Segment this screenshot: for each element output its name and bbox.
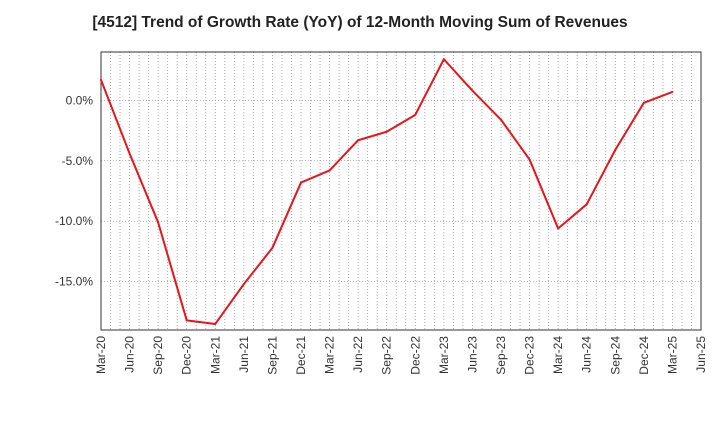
data-point: [157, 221, 160, 224]
data-point: [500, 118, 502, 121]
data-point: [242, 283, 245, 286]
x-tick-label: Mar-20: [94, 336, 108, 374]
y-tick-label: -10.0%: [55, 214, 93, 228]
x-tick-label: Mar-23: [437, 336, 451, 374]
chart-title: [4512] Trend of Growth Rate (YoY) of 12-…: [92, 14, 628, 31]
x-tick-label: Sep-23: [494, 336, 508, 375]
data-point: [471, 89, 474, 92]
y-tick-label: 0.0%: [66, 93, 94, 107]
data-point: [271, 246, 274, 249]
x-tick-label: Mar-21: [208, 336, 222, 374]
data-point: [557, 227, 560, 230]
y-tick-label: -5.0%: [62, 154, 94, 168]
data-point: [642, 101, 645, 104]
data-point: [328, 169, 331, 172]
data-point: [414, 113, 417, 116]
x-tick-label: Jun-24: [580, 336, 594, 373]
x-tick-label: Jun-23: [465, 336, 479, 373]
x-tick-label: Dec-23: [523, 336, 537, 375]
data-point: [357, 139, 360, 142]
data-point: [442, 58, 445, 61]
data-point: [128, 152, 131, 155]
x-tick-label: Jun-22: [351, 336, 365, 373]
x-tick-label: Jun-21: [237, 336, 251, 373]
x-tick-label: Sep-22: [380, 336, 394, 375]
data-point: [585, 203, 588, 206]
x-tick-label: Sep-21: [265, 336, 279, 375]
plot-frame: [100, 51, 702, 331]
x-tick-label: Dec-21: [294, 336, 308, 375]
data-point: [671, 90, 674, 93]
data-point: [385, 130, 388, 133]
plot-area: [101, 52, 701, 330]
x-tick-label: Dec-22: [408, 336, 422, 375]
x-tick-label: Sep-20: [151, 336, 165, 375]
data-point: [185, 319, 188, 322]
x-tick-label: Dec-20: [180, 336, 194, 375]
x-tick-label: Jun-25: [694, 336, 708, 373]
data-point: [528, 158, 531, 161]
x-tick-label: Dec-24: [637, 336, 651, 375]
x-tick-label: Jun-20: [123, 336, 137, 373]
data-point: [214, 322, 217, 325]
data-point: [100, 78, 102, 81]
y-tick-label: -15.0%: [55, 275, 93, 289]
data-point: [300, 181, 302, 184]
x-tick-label: Mar-24: [551, 336, 565, 374]
x-tick-label: Mar-22: [323, 336, 337, 374]
data-point: [614, 148, 617, 151]
x-tick-label: Mar-25: [665, 336, 679, 374]
x-tick-label: Sep-24: [608, 336, 622, 375]
